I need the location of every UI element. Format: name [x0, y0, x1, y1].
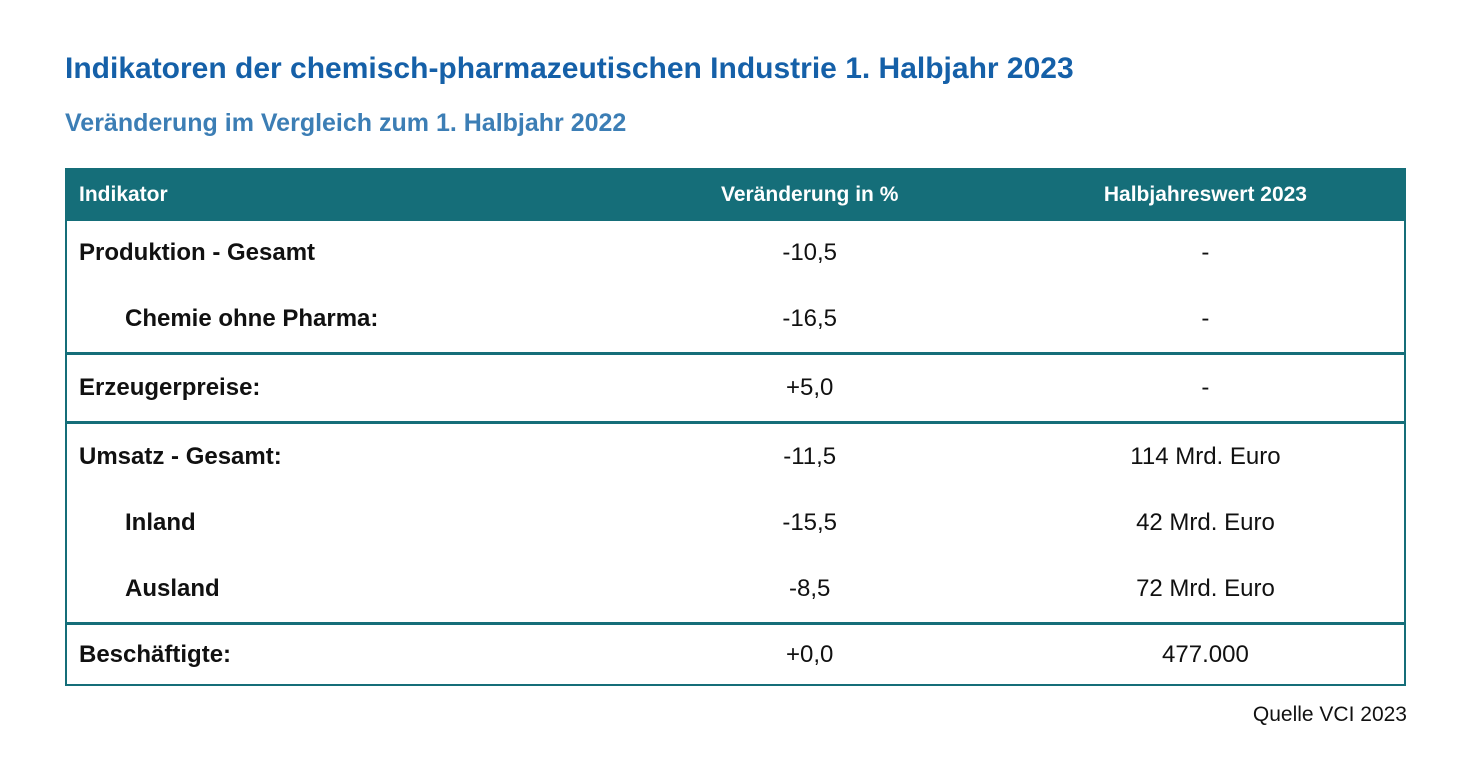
change-percent-cell: +5,0: [785, 374, 834, 401]
halfyear-value-cell: -: [1201, 239, 1210, 266]
table-group: Beschäftigte: +0,0 477.000: [67, 622, 1404, 684]
halfyear-value-cell: 114 Mrd. Euro: [1130, 443, 1281, 470]
table-row: Beschäftigte: +0,0 477.000: [67, 625, 1404, 684]
table-group: Erzeugerpreise: +5,0 -: [67, 352, 1404, 421]
halfyear-value-cell: 42 Mrd. Euro: [1136, 509, 1275, 536]
change-percent-cell: -16,5: [782, 305, 838, 332]
indicator-cell: Beschäftigte:: [79, 640, 232, 668]
table-row: Umsatz - Gesamt: -11,5 114 Mrd. Euro: [67, 424, 1404, 490]
change-percent-cell: -11,5: [783, 443, 837, 470]
indicator-cell: Ausland: [125, 575, 220, 602]
column-header-indikator: Indikator: [79, 183, 168, 206]
table-row: Ausland -8,5 72 Mrd. Euro: [67, 556, 1404, 622]
indicators-table: Indikator Veränderung in % Halbjahreswer…: [65, 168, 1406, 686]
page-subtitle: Veränderung im Vergleich zum 1. Halbjahr…: [65, 109, 627, 137]
table-row: Chemie ohne Pharma: -16,5 -: [67, 286, 1404, 352]
page-title: Indikatoren der chemisch-pharmazeutische…: [65, 52, 1074, 85]
indicator-cell: Produktion - Gesamt: [79, 239, 316, 266]
halfyear-value-cell: -: [1201, 374, 1210, 401]
change-percent-cell: +0,0: [785, 640, 834, 668]
indicator-cell: Umsatz - Gesamt:: [79, 443, 282, 470]
change-percent-cell: -10,5: [782, 239, 838, 266]
indicator-cell: Erzeugerpreise:: [79, 374, 261, 401]
column-header-veraenderung: Veränderung in %: [721, 183, 899, 206]
halfyear-value-cell: 72 Mrd. Euro: [1136, 575, 1275, 602]
table-row: Produktion - Gesamt -10,5 -: [67, 220, 1404, 286]
indicator-cell: Inland: [125, 509, 196, 536]
table-body: Produktion - Gesamt -10,5- Chemie ohne Pha…: [67, 220, 1404, 684]
table-group: Umsatz - Gesamt: -11,5 114 Mrd. Euro Inland…: [67, 421, 1404, 622]
halfyear-value-cell: -: [1201, 305, 1210, 332]
halfyear-value-cell: 477.000: [1162, 640, 1249, 668]
source-note: Quelle VCI 2023: [1252, 703, 1407, 726]
table-header-row: Indikator Veränderung in % Halbjahreswer…: [66, 169, 1405, 221]
table-group: Produktion - Gesamt -10,5- Chemie ohne Pha…: [67, 220, 1404, 352]
indicator-cell: Chemie ohne Pharma:: [125, 305, 379, 332]
table-row: Erzeugerpreise: +5,0 -: [67, 355, 1404, 421]
change-percent-cell: -8,5: [789, 575, 831, 602]
table-row: Inland -15,5 42 Mrd. Euro: [67, 490, 1404, 556]
change-percent-cell: -15,5: [782, 509, 838, 536]
column-header-halbjahreswert: Halbjahreswert 2023: [1103, 183, 1307, 206]
